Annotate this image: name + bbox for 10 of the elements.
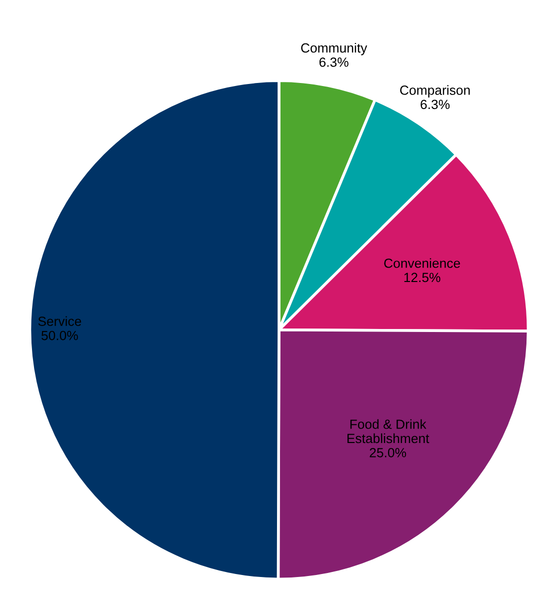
data-label: 6.3% xyxy=(420,100,450,110)
data-label: 25.0% xyxy=(370,448,406,458)
slice-label: Comparison xyxy=(400,85,470,98)
data-label: 50.0% xyxy=(42,330,78,340)
data-label: 12.5% xyxy=(404,272,440,282)
slice-label: Service xyxy=(38,316,82,326)
data-label: 6.3% xyxy=(319,58,348,67)
slice-label: Food & Drink Establishment xyxy=(347,419,430,444)
slice-label: Convenience xyxy=(384,258,460,268)
slice-label: Community xyxy=(301,42,368,56)
